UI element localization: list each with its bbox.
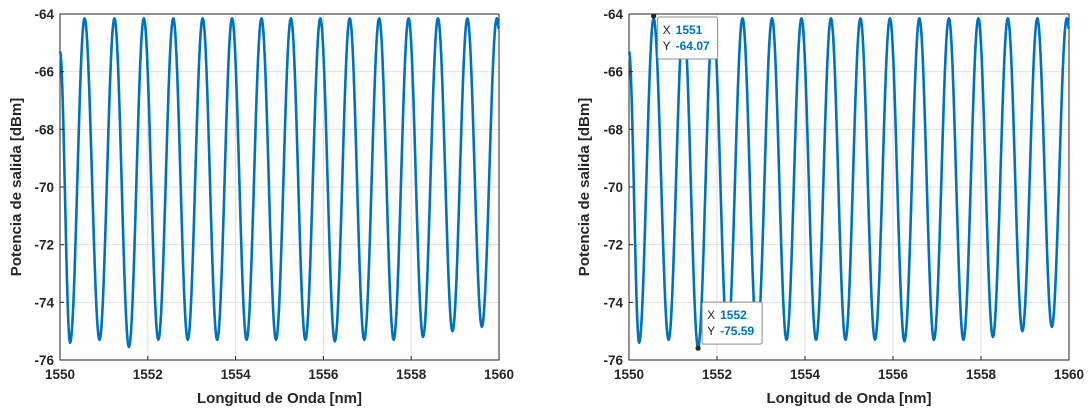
- right-datatip[interactable]: X 1552 Y -75.59: [695, 301, 763, 351]
- left-series-group: [58, 17, 501, 349]
- datatip-y-value: -64.07: [676, 39, 710, 53]
- right-y-axis-label: Potencia de salida [dBm]: [576, 98, 593, 276]
- right-y-tick-label: -64: [603, 7, 623, 22]
- left-y-tick-label: -72: [34, 238, 54, 253]
- right-series-line: [627, 17, 1071, 349]
- datatip-marker[interactable]: [651, 13, 657, 19]
- right-series-group: [627, 17, 1071, 349]
- left-y-ticks: -64 -66 -68 -70 -72 -74 -76: [34, 7, 64, 368]
- right-y-ticks: -64 -66 -68 -70 -72 -74 -76: [603, 7, 633, 368]
- right-y-tick-label: -68: [603, 122, 623, 137]
- right-x-tick-label: 1550: [614, 367, 644, 382]
- right-chart: 1550 1552 1554 1556 1558 1560 -64 -66 -68 -70 -72…: [576, 7, 1084, 407]
- left-y-tick-label: -76: [34, 353, 54, 368]
- datatip-x-line: X 1551: [663, 23, 703, 37]
- right-y-tick-label: -74: [603, 295, 623, 310]
- left-x-tick-label: 1558: [396, 367, 427, 382]
- right-datatip[interactable]: X 1551 Y -64.07: [651, 13, 719, 60]
- left-x-tick-label: 1556: [308, 367, 339, 382]
- datatip-box: [657, 16, 719, 60]
- left-y-tick-label: -74: [34, 295, 54, 310]
- left-y-tick-label: -64: [34, 7, 54, 22]
- datatip-x-value: 1552: [720, 308, 747, 322]
- right-x-axis-label: Longitud de Onda [nm]: [767, 390, 932, 407]
- left-series-line: [58, 17, 501, 349]
- datatip-y-label: Y: [663, 39, 671, 53]
- left-x-axis-label: Longitud de Onda [nm]: [197, 390, 362, 407]
- left-x-tick-label: 1560: [484, 367, 514, 382]
- datatip-y-line: Y -64.07: [663, 39, 710, 53]
- right-y-tick-label: -70: [603, 180, 623, 195]
- right-datatips: X 1551 Y -64.07 X 1552 Y -75.59: [651, 13, 763, 351]
- datatip-y-value: -75.59: [720, 324, 754, 338]
- right-x-tick-label: 1560: [1054, 367, 1084, 382]
- left-x-tick-label: 1554: [221, 367, 252, 382]
- datatip-x-value: 1551: [676, 23, 703, 37]
- datatip-x-label: X: [707, 308, 715, 322]
- left-x-tick-label: 1552: [133, 367, 163, 382]
- left-y-tick-label: -70: [34, 180, 54, 195]
- right-x-ticks: 1550 1552 1554 1556 1558 1560: [614, 356, 1084, 382]
- right-x-tick-label: 1556: [878, 367, 909, 382]
- right-x-tick-label: 1552: [702, 367, 732, 382]
- right-x-tick-label: 1558: [966, 367, 997, 382]
- right-y-tick-label: -76: [603, 353, 623, 368]
- datatip-x-line: X 1552: [707, 308, 747, 322]
- right-y-tick-label: -66: [603, 65, 623, 80]
- right-y-tick-label: -72: [603, 238, 623, 253]
- left-x-ticks: 1550 1552 1554 1556 1558 1560: [45, 356, 514, 382]
- datatip-y-line: Y -75.59: [707, 324, 754, 338]
- left-y-axis-label: Potencia de salida [dBm]: [8, 98, 25, 276]
- datatip-y-label: Y: [707, 324, 715, 338]
- left-y-tick-label: -66: [34, 65, 54, 80]
- left-x-tick-label: 1550: [45, 367, 75, 382]
- left-y-tick-label: -68: [34, 122, 54, 137]
- datatip-x-label: X: [663, 23, 671, 37]
- left-chart: 1550 1552 1554 1556 1558 1560 -64 -66 -68 -70 -72…: [8, 7, 514, 407]
- datatip-marker[interactable]: [695, 345, 701, 351]
- right-x-tick-label: 1554: [790, 367, 821, 382]
- datatip-box: [701, 301, 763, 345]
